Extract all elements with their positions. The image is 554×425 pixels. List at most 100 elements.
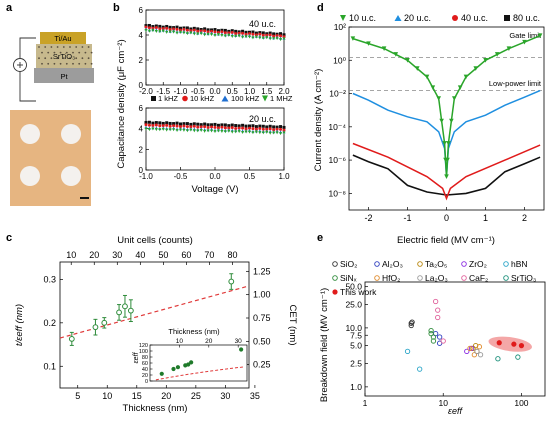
- data-point: [471, 352, 478, 358]
- data-point: [213, 33, 217, 37]
- top-tick-label: 60: [181, 250, 191, 260]
- data-point: [172, 27, 176, 31]
- data-point: [223, 126, 227, 130]
- data-point: [216, 33, 220, 37]
- data-point: [154, 30, 158, 34]
- lattice-dot: [84, 51, 87, 54]
- top-tick-label: 70: [204, 250, 214, 260]
- inset-y-tick-label: 80: [142, 355, 148, 361]
- data-point: [196, 122, 200, 126]
- data-point: [158, 27, 162, 31]
- data-point: [223, 28, 227, 32]
- b-legend-item: 10 kHZ: [190, 94, 215, 103]
- series-La₂O₃: [474, 348, 484, 358]
- lattice-dot: [65, 51, 68, 54]
- layer-pt: [34, 68, 94, 83]
- series-10-kHZ: [144, 123, 286, 132]
- lattice-dot: [53, 62, 56, 65]
- inset-y-tick-label: 60: [142, 361, 148, 367]
- data-point: [248, 130, 251, 134]
- data-point: [182, 124, 186, 128]
- data-point: [275, 37, 279, 41]
- y-tick-label: 10²: [334, 22, 346, 32]
- data-point: [196, 32, 200, 36]
- panel-d-letter: d: [317, 2, 324, 14]
- data-point: [220, 123, 224, 127]
- series-SiO₂: [408, 319, 415, 329]
- data-point: [272, 131, 276, 135]
- lattice-dot: [65, 62, 68, 65]
- data-point: [251, 131, 255, 135]
- data-point: [467, 345, 473, 351]
- data-point: [189, 125, 193, 129]
- y-tick-label: 0.2: [43, 318, 56, 328]
- x-tick-label: 10: [438, 398, 448, 408]
- y-tick-label: 6: [139, 6, 144, 15]
- data-point: [206, 126, 210, 130]
- data-point: [154, 26, 158, 30]
- data-point: [237, 124, 241, 128]
- y-tick-label: 10⁻⁶: [329, 155, 346, 165]
- panel-b: b Capacitance density (μF cm⁻²) 40 u.c. …: [113, 2, 293, 195]
- lattice-dot: [44, 57, 47, 60]
- e-legend-label: hBN: [511, 259, 528, 269]
- data-point: [179, 125, 182, 129]
- e-legend-label: SiNₓ: [340, 273, 357, 283]
- data-point: [175, 121, 179, 125]
- data-point: [223, 130, 227, 134]
- data-point: [179, 26, 182, 30]
- data-point: [452, 96, 457, 101]
- data-point: [227, 124, 231, 128]
- data-point: [268, 124, 272, 128]
- y-tick-label: 2: [139, 145, 144, 154]
- data-point: [258, 36, 262, 40]
- e-frame: [364, 281, 546, 397]
- lattice-dot: [59, 62, 62, 65]
- inset-x-tick-label: 30: [235, 338, 243, 345]
- data-point: [282, 125, 286, 129]
- data-point: [244, 30, 248, 34]
- legend-marker: [417, 261, 423, 267]
- x-tick-label: -1.0: [139, 172, 153, 181]
- data-point: [241, 130, 245, 134]
- lattice-dot: [50, 46, 53, 48]
- series-40-u.c.: [352, 142, 541, 201]
- data-point: [165, 128, 169, 132]
- x-tick-label: -2: [364, 213, 372, 223]
- data-point: [227, 33, 231, 37]
- data-point: [151, 29, 155, 33]
- legend-marker: [503, 275, 509, 281]
- legend-marker: [394, 15, 402, 21]
- data-point: [161, 29, 165, 33]
- panel-e-letter: e: [317, 232, 323, 244]
- inset-x-tick-label: 10: [176, 338, 184, 345]
- c-inset-xlabel: Thickness (nm): [168, 327, 220, 336]
- panel-b-letter: b: [113, 2, 120, 14]
- data-point: [435, 314, 441, 321]
- lattice-dot: [56, 46, 59, 48]
- data-point: [463, 74, 469, 80]
- y-tick-label: 0: [139, 166, 144, 175]
- data-point: [430, 338, 437, 344]
- data-point: [172, 122, 176, 126]
- data-point: [199, 125, 203, 129]
- c-ylabel-right: CET (nm): [287, 305, 298, 346]
- x-tick-label: 100: [514, 398, 528, 408]
- marker: [127, 307, 134, 314]
- e-legend-label: La₂O₃: [425, 273, 448, 283]
- e-legend-label: CaF₂: [469, 273, 488, 283]
- d-legend-item: 10 u.c.: [349, 13, 376, 23]
- series-SrTiO₃: [495, 354, 521, 362]
- data-point: [154, 24, 158, 28]
- e-legend-item: ZrO₂: [461, 259, 487, 269]
- data-point: [272, 128, 276, 132]
- data-point: [496, 340, 502, 346]
- data-point: [405, 57, 410, 63]
- data-point: [473, 342, 479, 349]
- data-point: [147, 26, 151, 30]
- d-series: [350, 33, 543, 201]
- e-legend-label: Ta₂O₅: [425, 259, 447, 269]
- data-point: [265, 130, 269, 134]
- d-limit-lines: [349, 56, 544, 92]
